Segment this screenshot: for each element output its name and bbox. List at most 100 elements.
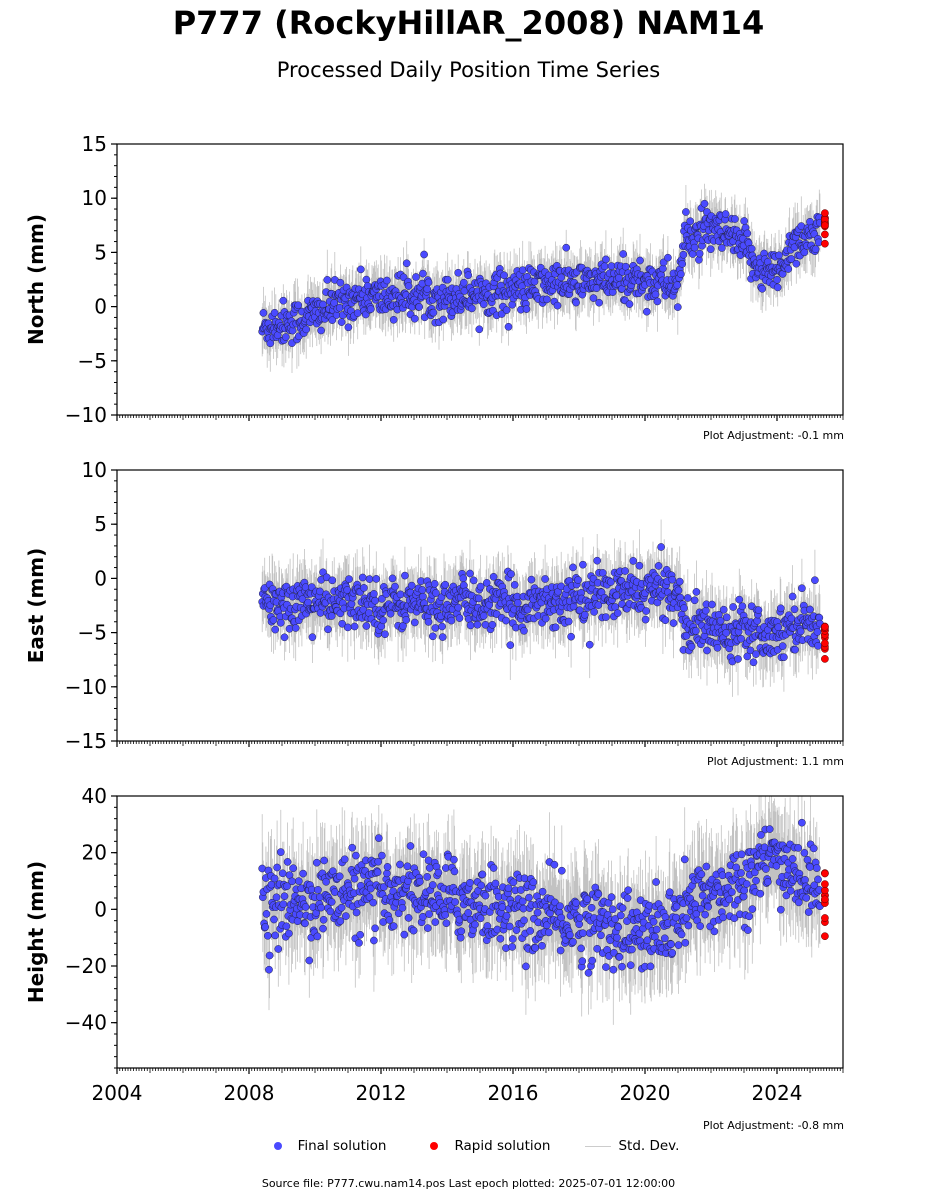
east-final-point — [613, 609, 622, 617]
height-final-point — [804, 908, 813, 916]
north-final-point — [404, 282, 413, 290]
height-final-point — [750, 868, 759, 877]
height-final-point — [616, 911, 625, 920]
height-final-point — [788, 855, 797, 863]
height-final-point — [404, 914, 413, 922]
east-final-point — [372, 575, 381, 583]
east-final-point — [780, 653, 788, 662]
east-final-point — [359, 605, 368, 614]
north-y-tick-label: −5 — [78, 349, 107, 373]
chart-subtitle: Processed Daily Position Time Series — [276, 58, 661, 82]
north-final-point — [423, 285, 432, 293]
east-final-point — [798, 584, 806, 593]
north-final-point — [621, 262, 630, 271]
height-final-point — [276, 848, 285, 856]
height-final-point — [550, 860, 559, 869]
height-final-point — [569, 938, 577, 946]
north-final-point — [543, 295, 551, 304]
height-final-point — [441, 911, 450, 919]
north-final-point — [439, 315, 448, 324]
east-final-point — [806, 605, 814, 614]
north-plot-adjustment: Plot Adjustment: -0.1 mm — [703, 429, 844, 442]
east-final-point — [687, 642, 696, 651]
east-final-point — [298, 595, 307, 603]
east-final-point — [746, 646, 755, 655]
height-final-point — [464, 909, 473, 917]
east-final-point — [488, 620, 497, 629]
height-final-point — [389, 887, 397, 896]
source-footer: Source file: P777.cwu.nam14.pos Last epo… — [261, 1177, 676, 1190]
north-final-point — [653, 297, 662, 306]
north-final-point — [747, 244, 756, 253]
height-final-point — [701, 910, 709, 919]
north-final-point — [500, 271, 508, 280]
height-final-point — [730, 914, 739, 923]
east-final-point — [791, 645, 799, 654]
height-final-point — [593, 944, 602, 953]
height-plot-adjustment: Plot Adjustment: -0.8 mm — [703, 1119, 844, 1132]
east-final-point — [661, 616, 670, 625]
north-final-point — [600, 262, 609, 271]
height-final-point — [270, 915, 278, 924]
height-final-point — [583, 895, 592, 903]
north-final-point — [636, 256, 644, 265]
height-final-point — [342, 912, 350, 920]
north-final-point — [522, 305, 531, 313]
height-final-point — [607, 893, 616, 901]
height-final-point — [279, 900, 288, 909]
east-final-point — [735, 595, 744, 604]
east-final-point — [280, 633, 289, 642]
height-final-point — [261, 923, 270, 931]
east-y-axis-label: East (mm) — [24, 548, 48, 664]
east-final-point — [790, 605, 799, 614]
height-final-point — [566, 931, 574, 939]
east-final-point — [680, 604, 688, 612]
height-final-point — [423, 873, 432, 881]
north-final-point — [562, 243, 571, 252]
north-final-point — [475, 325, 484, 334]
height-final-point — [369, 898, 378, 907]
height-final-point — [450, 855, 458, 864]
north-panel: 15 10 5 0 −5 −10 North (mm) — [24, 132, 844, 427]
height-final-point — [434, 868, 443, 877]
east-final-point — [327, 612, 336, 620]
height-final-point — [371, 924, 379, 933]
east-final-point — [365, 575, 374, 583]
east-final-point — [754, 606, 763, 614]
north-final-point — [811, 245, 820, 254]
north-final-point — [595, 298, 603, 307]
height-final-point — [280, 892, 289, 901]
north-final-point — [508, 300, 517, 309]
height-final-point — [626, 961, 635, 970]
height-final-point — [520, 916, 528, 925]
north-final-point — [787, 255, 796, 263]
height-final-point — [618, 962, 626, 971]
height-final-point — [278, 869, 287, 878]
north-final-point — [619, 250, 628, 258]
height-final-point — [409, 926, 418, 935]
north-final-point — [419, 269, 427, 278]
north-final-point — [678, 260, 687, 268]
east-y-tick-label: 10 — [82, 458, 107, 482]
height-final-point — [301, 903, 310, 911]
height-final-point — [623, 894, 632, 902]
height-final-point — [374, 834, 383, 842]
east-final-point — [271, 625, 280, 634]
north-final-point — [677, 270, 685, 278]
north-final-point — [731, 215, 739, 223]
north-final-point — [328, 316, 337, 324]
east-data — [258, 519, 829, 697]
height-final-point — [809, 844, 818, 853]
height-final-point — [572, 899, 580, 907]
legend-item-stddev: Std. Dev. — [578, 1138, 679, 1154]
height-rapid-point — [821, 932, 829, 941]
north-final-point — [336, 278, 345, 287]
east-final-point — [523, 605, 532, 614]
height-final-point — [740, 886, 749, 895]
height-final-point — [320, 856, 329, 865]
north-final-point — [775, 251, 783, 260]
height-final-point — [704, 902, 713, 911]
height-final-point — [613, 933, 621, 942]
height-x-tick-label: 2016 — [488, 1081, 539, 1105]
